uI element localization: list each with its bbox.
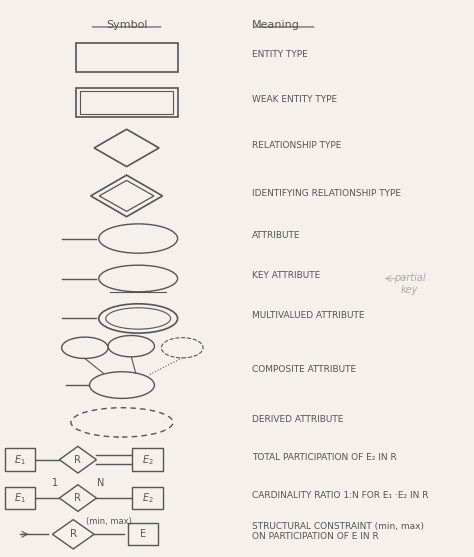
Text: (min, max): (min, max) xyxy=(86,517,132,526)
Text: R: R xyxy=(74,493,82,503)
Text: N: N xyxy=(97,478,105,488)
Text: TOTAL PARTICIPATION OF E₂ IN R: TOTAL PARTICIPATION OF E₂ IN R xyxy=(252,452,397,462)
Text: KEY ATTRIBUTE: KEY ATTRIBUTE xyxy=(252,271,320,280)
Text: E: E xyxy=(140,529,146,539)
Text: Meaning: Meaning xyxy=(252,20,300,30)
Text: DERIVED ATTRIBUTE: DERIVED ATTRIBUTE xyxy=(252,415,343,424)
Text: MULTIVALUED ATTRIBUTE: MULTIVALUED ATTRIBUTE xyxy=(252,311,365,320)
Text: RELATIONSHIP TYPE: RELATIONSHIP TYPE xyxy=(252,141,341,150)
Text: STRUCTURAL CONSTRAINT (min, max)
ON PARTICIPATION OF E IN R: STRUCTURAL CONSTRAINT (min, max) ON PART… xyxy=(252,522,424,541)
Text: 1: 1 xyxy=(52,478,58,488)
Text: COMPOSITE ATTRIBUTE: COMPOSITE ATTRIBUTE xyxy=(252,365,356,374)
Text: R: R xyxy=(70,529,77,539)
Text: $E_1$: $E_1$ xyxy=(14,453,26,467)
Text: R: R xyxy=(74,455,82,465)
Text: $E_1$: $E_1$ xyxy=(14,491,26,505)
Text: Symbol: Symbol xyxy=(106,20,147,30)
Text: $E_2$: $E_2$ xyxy=(142,491,153,505)
Text: $E_2$: $E_2$ xyxy=(142,453,153,467)
Text: ATTRIBUTE: ATTRIBUTE xyxy=(252,231,301,241)
Text: partial
key: partial key xyxy=(393,273,425,295)
Text: CARDINALITY RATIO 1:N FOR E₁ ·E₂ IN R: CARDINALITY RATIO 1:N FOR E₁ ·E₂ IN R xyxy=(252,491,428,500)
Text: IDENTIFYING RELATIONSHIP TYPE: IDENTIFYING RELATIONSHIP TYPE xyxy=(252,189,401,198)
Text: WEAK ENTITY TYPE: WEAK ENTITY TYPE xyxy=(252,95,337,105)
Text: ENTITY TYPE: ENTITY TYPE xyxy=(252,50,308,59)
